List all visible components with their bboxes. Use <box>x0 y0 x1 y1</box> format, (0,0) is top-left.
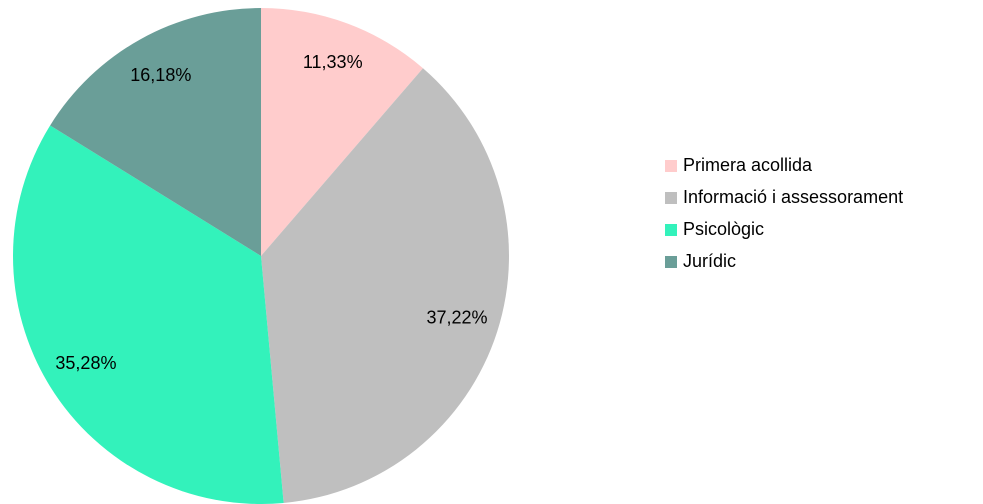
legend-label: Primera acollida <box>683 155 813 175</box>
legend-label: Psicològic <box>683 219 764 239</box>
pie-slice <box>50 8 262 256</box>
pie-slice <box>261 8 423 256</box>
pie-slice <box>12 125 284 504</box>
data-label: 11,33% <box>303 52 363 72</box>
data-label: 16,18% <box>130 65 191 85</box>
legend-swatch <box>665 192 677 204</box>
legend-swatch <box>665 256 677 268</box>
legend-swatch <box>665 160 677 172</box>
legend-label: Jurídic <box>683 251 736 271</box>
legend-swatch <box>665 224 677 236</box>
pie-slice <box>261 68 509 503</box>
data-label: 37,22% <box>426 308 487 328</box>
data-label: 35,28% <box>55 353 116 373</box>
legend-label: Informació i assessorament <box>683 187 903 207</box>
